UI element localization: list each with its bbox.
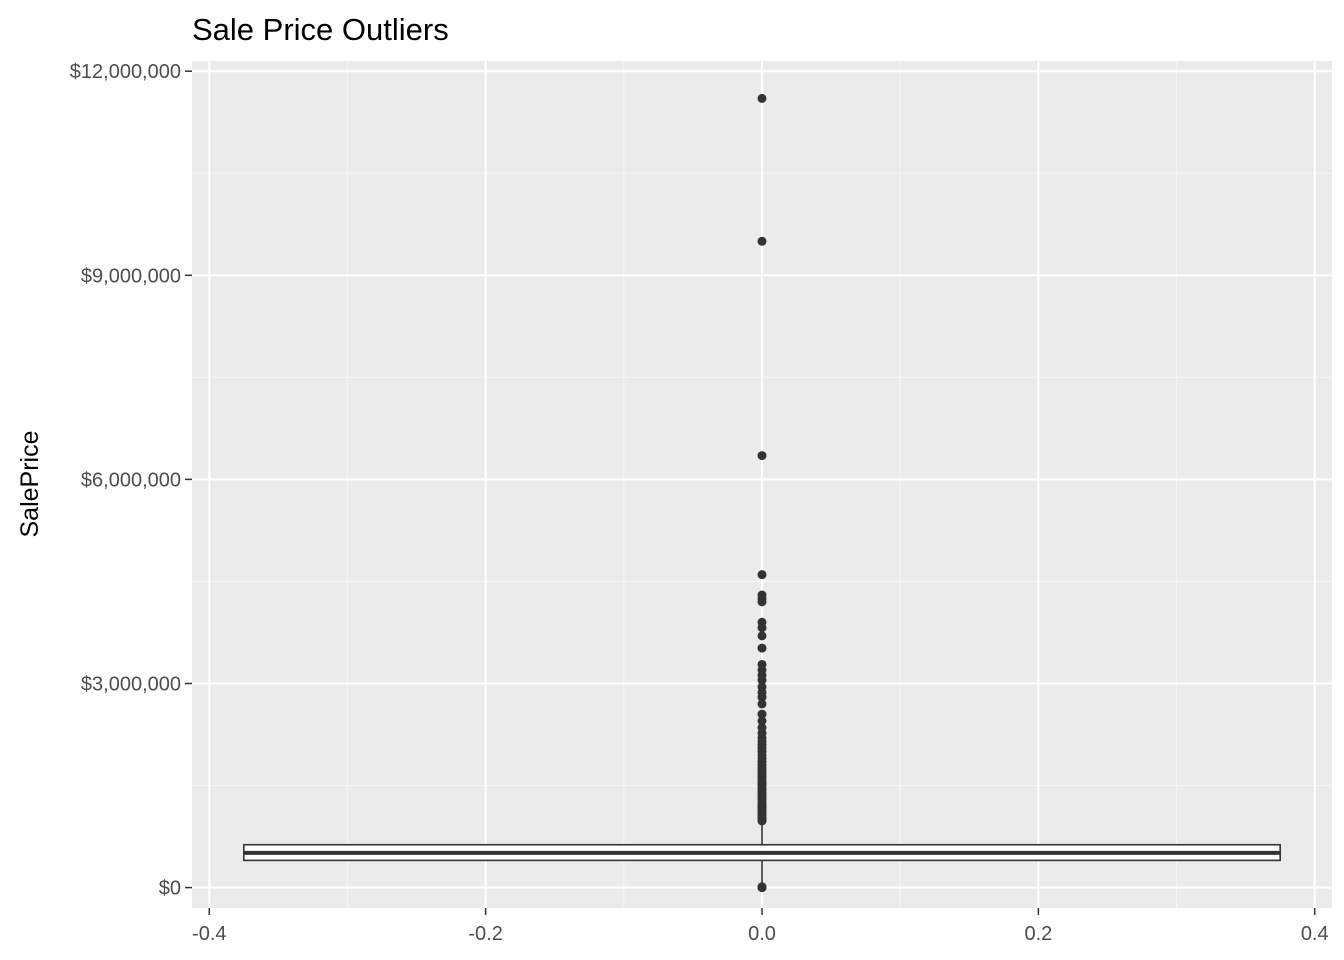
outlier-point: [757, 236, 767, 246]
x-tick-label: 0.0: [748, 923, 776, 945]
outlier-points: [757, 93, 767, 893]
outlier-point: [757, 723, 767, 733]
y-tick-label: $12,000,000: [70, 61, 181, 83]
outlier-point: [757, 716, 767, 726]
y-tick-label: $3,000,000: [81, 673, 181, 695]
axes: $0 $3,000,000 $6,000,000 $9,000,000 $12,000,…: [70, 61, 1329, 945]
outlier-point: [757, 682, 767, 692]
chart-title: Sale Price Outliers: [192, 12, 449, 47]
outlier-point: [757, 643, 767, 653]
x-tick-label: -0.2: [468, 923, 502, 945]
outlier-point: [757, 451, 767, 461]
outlier-point: [757, 699, 767, 709]
outlier-point: [757, 882, 767, 892]
x-tick-label: 0.4: [1301, 923, 1329, 945]
outlier-point: [757, 617, 767, 627]
outlier-point: [757, 570, 767, 580]
outlier-point: [757, 631, 767, 641]
outlier-point: [757, 659, 767, 669]
y-tick-label: $0: [159, 878, 181, 900]
outlier-point: [757, 709, 767, 719]
outlier-point: [757, 590, 767, 600]
x-tick-label: -0.4: [192, 923, 226, 945]
y-tick-label: $6,000,000: [81, 469, 181, 491]
outlier-point: [757, 93, 767, 103]
x-tick-label: 0.2: [1024, 923, 1052, 945]
y-tick-label: $9,000,000: [81, 265, 181, 287]
y-axis-title: SalePrice: [16, 431, 44, 538]
